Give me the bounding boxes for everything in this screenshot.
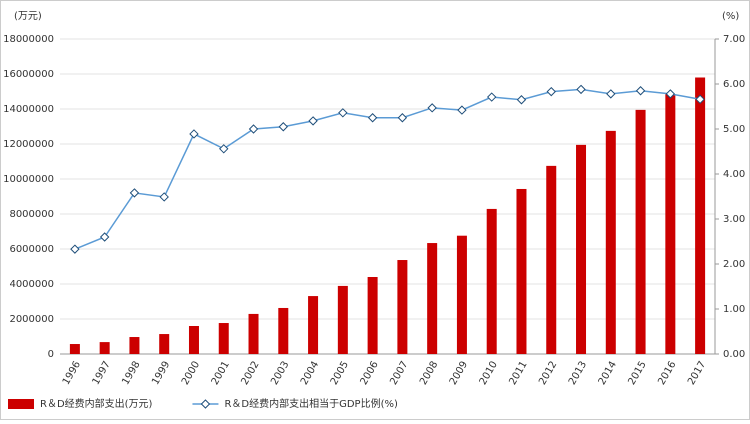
y2-tick-label: 6.00 <box>723 79 745 90</box>
y-tick-label: 14000000 <box>3 104 54 115</box>
y-tick-label: 10000000 <box>3 174 54 185</box>
y-tick-label: 18000000 <box>3 34 54 45</box>
y-tick-label: 0 <box>48 349 54 360</box>
bar <box>695 77 706 354</box>
y-tick-label: 4000000 <box>9 279 54 290</box>
line-marker <box>457 105 467 115</box>
y2-tick-label: 3.00 <box>723 214 745 225</box>
y2-tick-label: 4.00 <box>723 169 745 180</box>
line-marker <box>576 84 586 95</box>
bar <box>486 208 497 354</box>
line-marker <box>546 86 556 97</box>
legend-label: R＆D经费内部支出相当于GDP比例(%) <box>224 397 398 410</box>
line-marker <box>248 124 259 134</box>
bar <box>337 285 348 354</box>
y2-tick-label: 1.00 <box>723 304 745 315</box>
y2-tick-label: 0.00 <box>723 349 745 360</box>
bar <box>576 144 587 354</box>
line-marker <box>516 95 527 105</box>
line-marker <box>219 144 229 154</box>
y-tick-label: 12000000 <box>3 139 54 150</box>
bar <box>129 337 140 354</box>
bar <box>546 165 557 354</box>
bar <box>218 323 229 354</box>
bar <box>188 326 199 354</box>
line-marker <box>99 232 110 242</box>
bar <box>397 260 408 354</box>
bar <box>69 344 80 354</box>
y-tick-label: 6000000 <box>9 244 54 255</box>
bar <box>308 296 319 354</box>
line <box>74 88 701 250</box>
line-marker <box>278 122 289 132</box>
y2-tick-label: 5.00 <box>723 124 745 135</box>
line-marker <box>397 113 408 123</box>
line-marker <box>427 103 437 113</box>
y-tick-label: 2000000 <box>9 314 54 325</box>
bar <box>427 243 438 354</box>
y2-axis-label: (%) <box>722 11 739 22</box>
line-marker <box>606 89 616 99</box>
bar <box>159 334 170 354</box>
y-tick-label: 8000000 <box>9 209 54 220</box>
line-marker <box>189 129 199 139</box>
y-axis-label: (万元) <box>14 11 42 22</box>
line-marker <box>635 86 646 96</box>
line-marker <box>308 116 318 126</box>
bar <box>278 307 289 354</box>
y2-tick-label: 7.00 <box>723 34 745 45</box>
line-marker <box>486 92 497 102</box>
line-marker <box>338 108 348 118</box>
bar <box>248 313 259 354</box>
legend-marker <box>200 399 211 409</box>
line-marker <box>367 113 378 123</box>
line-marker <box>129 188 140 198</box>
legend-label: R＆D经费内部支出(万元) <box>40 397 153 410</box>
line-marker <box>665 89 676 99</box>
bar <box>605 130 616 354</box>
bar <box>635 109 646 354</box>
line-marker <box>695 94 705 105</box>
legend-swatch <box>8 399 34 409</box>
bar <box>516 188 527 354</box>
bar <box>99 342 110 354</box>
bar <box>456 235 467 354</box>
bar <box>367 277 378 354</box>
y2-tick-label: 2.00 <box>723 259 745 270</box>
line-marker <box>159 192 169 202</box>
bar <box>665 94 676 354</box>
line-marker <box>70 244 80 254</box>
y-tick-label: 16000000 <box>3 69 54 80</box>
